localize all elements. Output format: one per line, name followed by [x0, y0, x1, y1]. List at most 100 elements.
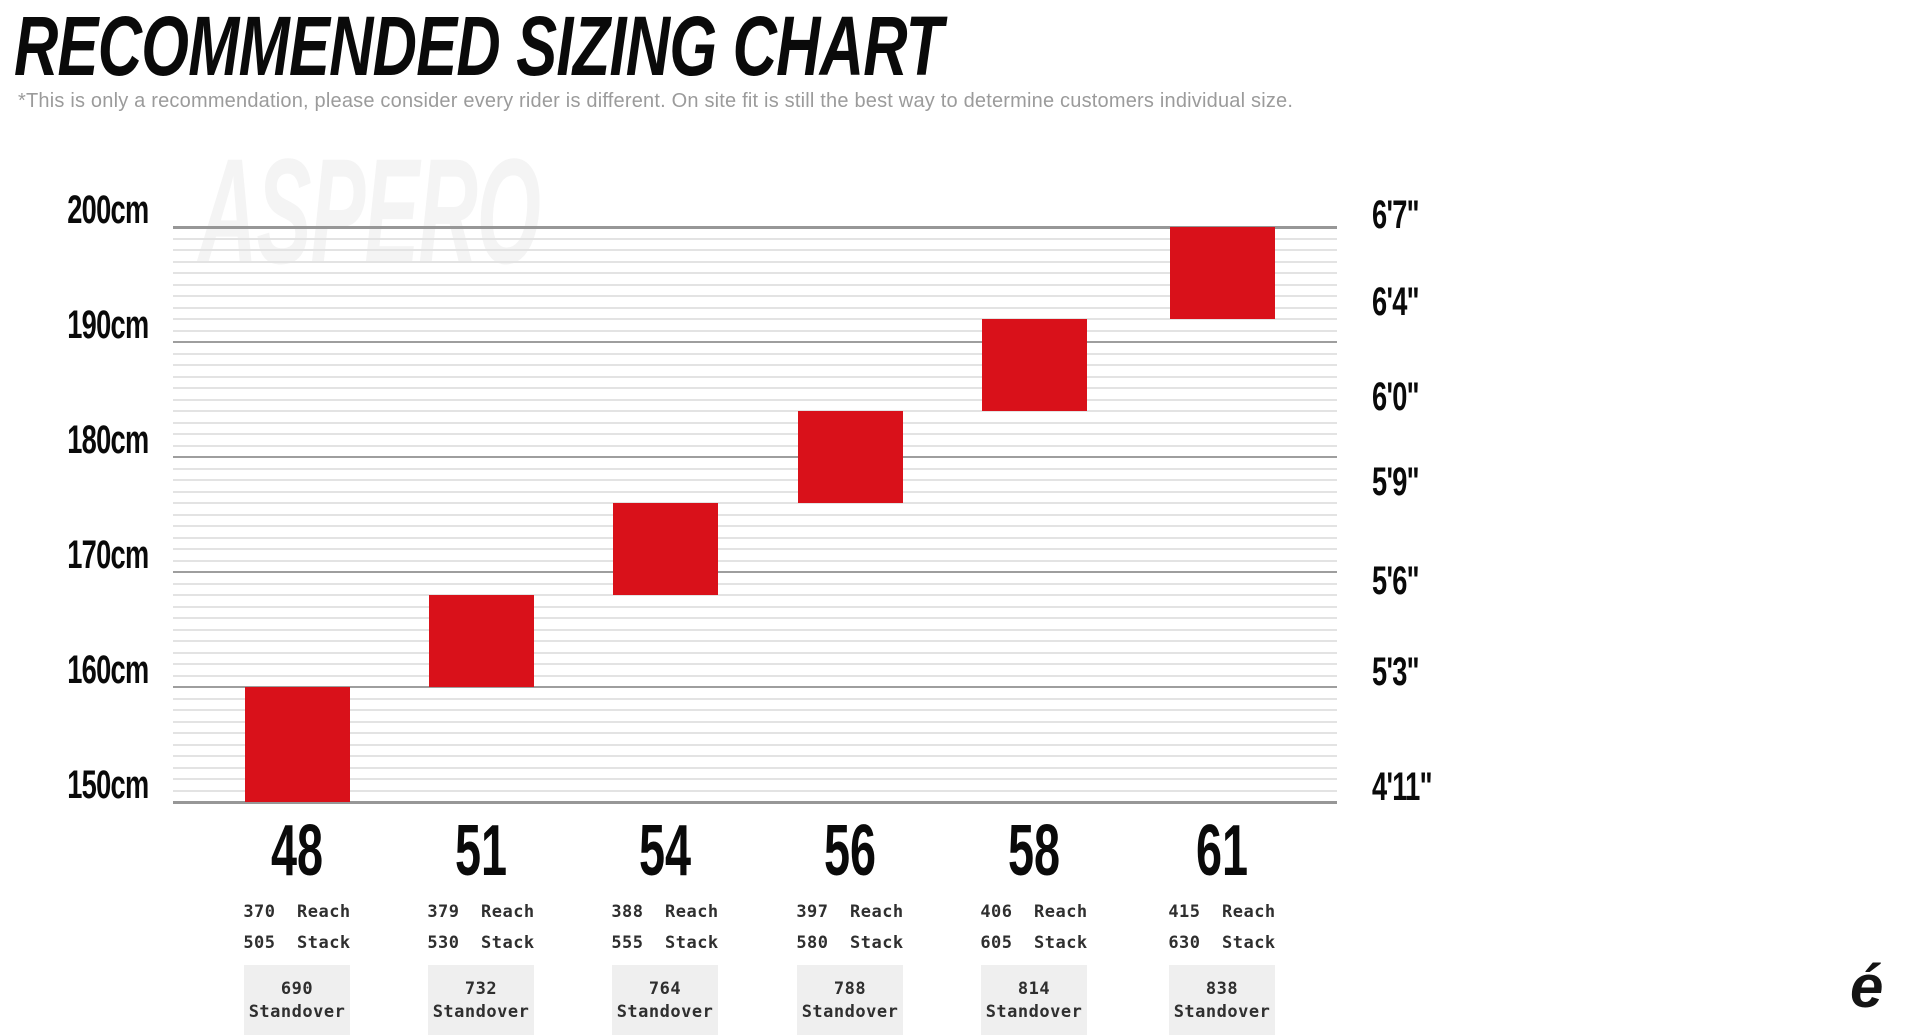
- height-range-bar-48: [244, 687, 350, 802]
- gridline-minor: [173, 548, 1337, 550]
- gridline-major: [173, 571, 1337, 573]
- height-range-bar-56: [797, 411, 903, 503]
- gridline-minor: [173, 582, 1337, 585]
- gridline-minor: [173, 720, 1337, 723]
- height-range-bar-54: [612, 503, 718, 595]
- right-axis-label-6'4": 6'4": [1372, 280, 1420, 324]
- gridline-minor: [173, 352, 1337, 355]
- right-axis-label-5'3": 5'3": [1372, 650, 1420, 694]
- gridline-major: [173, 800, 1337, 804]
- reach-value-56: 397 Reach: [796, 902, 904, 922]
- gridline-minor: [173, 617, 1337, 619]
- standover-box-51: 732 Standover: [428, 965, 534, 1035]
- gridline-minor: [173, 237, 1337, 240]
- height-range-bar-61: [1169, 227, 1275, 319]
- gridline-major: [173, 225, 1337, 229]
- gridline-minor: [173, 479, 1337, 481]
- gridline-minor: [173, 433, 1337, 435]
- gridline-minor: [173, 387, 1337, 389]
- gridline-minor: [173, 743, 1337, 746]
- stack-value-51: 530 Stack: [427, 933, 535, 953]
- standover-label-56: Standover: [801, 1002, 899, 1022]
- frame-size-label-54: 54: [638, 811, 692, 891]
- gridline-minor: [173, 260, 1337, 263]
- frame-size-label-58: 58: [1007, 811, 1061, 891]
- right-axis-label-5'6": 5'6": [1372, 559, 1420, 603]
- gridline-minor: [173, 421, 1337, 424]
- gridline-minor: [173, 295, 1337, 297]
- right-axis-label-6'0": 6'0": [1372, 375, 1420, 419]
- standover-label-61: Standover: [1173, 1002, 1271, 1022]
- gridline-minor: [173, 249, 1337, 251]
- gridline-minor: [173, 272, 1337, 274]
- stack-value-61: 630 Stack: [1168, 933, 1276, 953]
- standover-box-58: 814 Standover: [981, 965, 1087, 1035]
- left-axis-label-180cm: 180cm: [67, 418, 149, 462]
- gridline-minor: [173, 502, 1337, 504]
- reach-value-54: 388 Reach: [611, 902, 719, 922]
- gridline-minor: [173, 732, 1337, 734]
- page-title: RECOMMENDED SIZING CHART: [14, 0, 943, 93]
- gridline-minor: [173, 789, 1337, 792]
- cervelo-e-logo: é: [1850, 953, 1884, 1020]
- gridline-minor: [173, 283, 1337, 286]
- standover-value-58: 814: [1017, 979, 1051, 999]
- gridline-minor: [173, 628, 1337, 631]
- gridline-minor: [173, 640, 1337, 642]
- gridline-minor: [173, 398, 1337, 401]
- gridline-minor: [173, 778, 1337, 780]
- gridline-minor: [173, 306, 1337, 309]
- standover-box-61: 838 Standover: [1169, 965, 1275, 1035]
- stack-value-58: 605 Stack: [980, 933, 1088, 953]
- frame-size-label-56: 56: [823, 811, 877, 891]
- gridline-minor: [173, 513, 1337, 516]
- standover-box-48: 690 Standover: [244, 965, 350, 1035]
- right-axis-label-6'7": 6'7": [1372, 193, 1420, 237]
- standover-label-48: Standover: [248, 1002, 346, 1022]
- stack-value-54: 555 Stack: [611, 933, 719, 953]
- height-range-bar-51: [428, 595, 534, 687]
- gridline-minor: [173, 651, 1337, 654]
- gridline-minor: [173, 467, 1337, 470]
- standover-label-58: Standover: [985, 1002, 1083, 1022]
- reach-value-58: 406 Reach: [980, 902, 1088, 922]
- left-axis-label-160cm: 160cm: [67, 648, 149, 692]
- standover-value-61: 838: [1205, 979, 1239, 999]
- frame-size-label-51: 51: [454, 811, 508, 891]
- height-range-bar-58: [981, 319, 1087, 411]
- standover-box-54: 764 Standover: [612, 965, 718, 1035]
- standover-value-56: 788: [833, 979, 867, 999]
- gridline-minor: [173, 594, 1337, 596]
- aspero-watermark: ASPERO: [198, 127, 541, 295]
- gridline-minor: [173, 536, 1337, 539]
- stack-value-48: 505 Stack: [243, 933, 351, 953]
- gridline-minor: [173, 766, 1337, 769]
- reach-value-51: 379 Reach: [427, 902, 535, 922]
- reach-value-61: 415 Reach: [1168, 902, 1276, 922]
- gridline-minor: [173, 318, 1337, 320]
- gridline-minor: [173, 375, 1337, 378]
- gridline-minor: [173, 444, 1337, 447]
- gridline-major: [173, 341, 1337, 343]
- frame-size-label-48: 48: [270, 811, 324, 891]
- standover-label-51: Standover: [432, 1002, 530, 1022]
- gridline-major: [173, 686, 1337, 688]
- gridline-minor: [173, 364, 1337, 366]
- right-axis-label-4'11": 4'11": [1372, 765, 1433, 809]
- standover-box-56: 788 Standover: [797, 965, 903, 1035]
- left-axis-label-170cm: 170cm: [67, 533, 149, 577]
- gridline-minor: [173, 410, 1337, 412]
- page-subtitle: *This is only a recommendation, please c…: [18, 90, 1294, 112]
- frame-size-label-61: 61: [1195, 811, 1249, 891]
- left-axis-label-200cm: 200cm: [67, 188, 149, 232]
- stack-value-56: 580 Stack: [796, 933, 904, 953]
- gridline-minor: [173, 559, 1337, 562]
- right-axis-label-5'9": 5'9": [1372, 460, 1420, 504]
- gridline-major: [173, 456, 1337, 458]
- gridline-minor: [173, 605, 1337, 608]
- gridline-minor: [173, 525, 1337, 527]
- reach-value-48: 370 Reach: [243, 902, 351, 922]
- gridline-minor: [173, 329, 1337, 332]
- gridline-minor: [173, 490, 1337, 493]
- left-axis-label-150cm: 150cm: [67, 763, 149, 807]
